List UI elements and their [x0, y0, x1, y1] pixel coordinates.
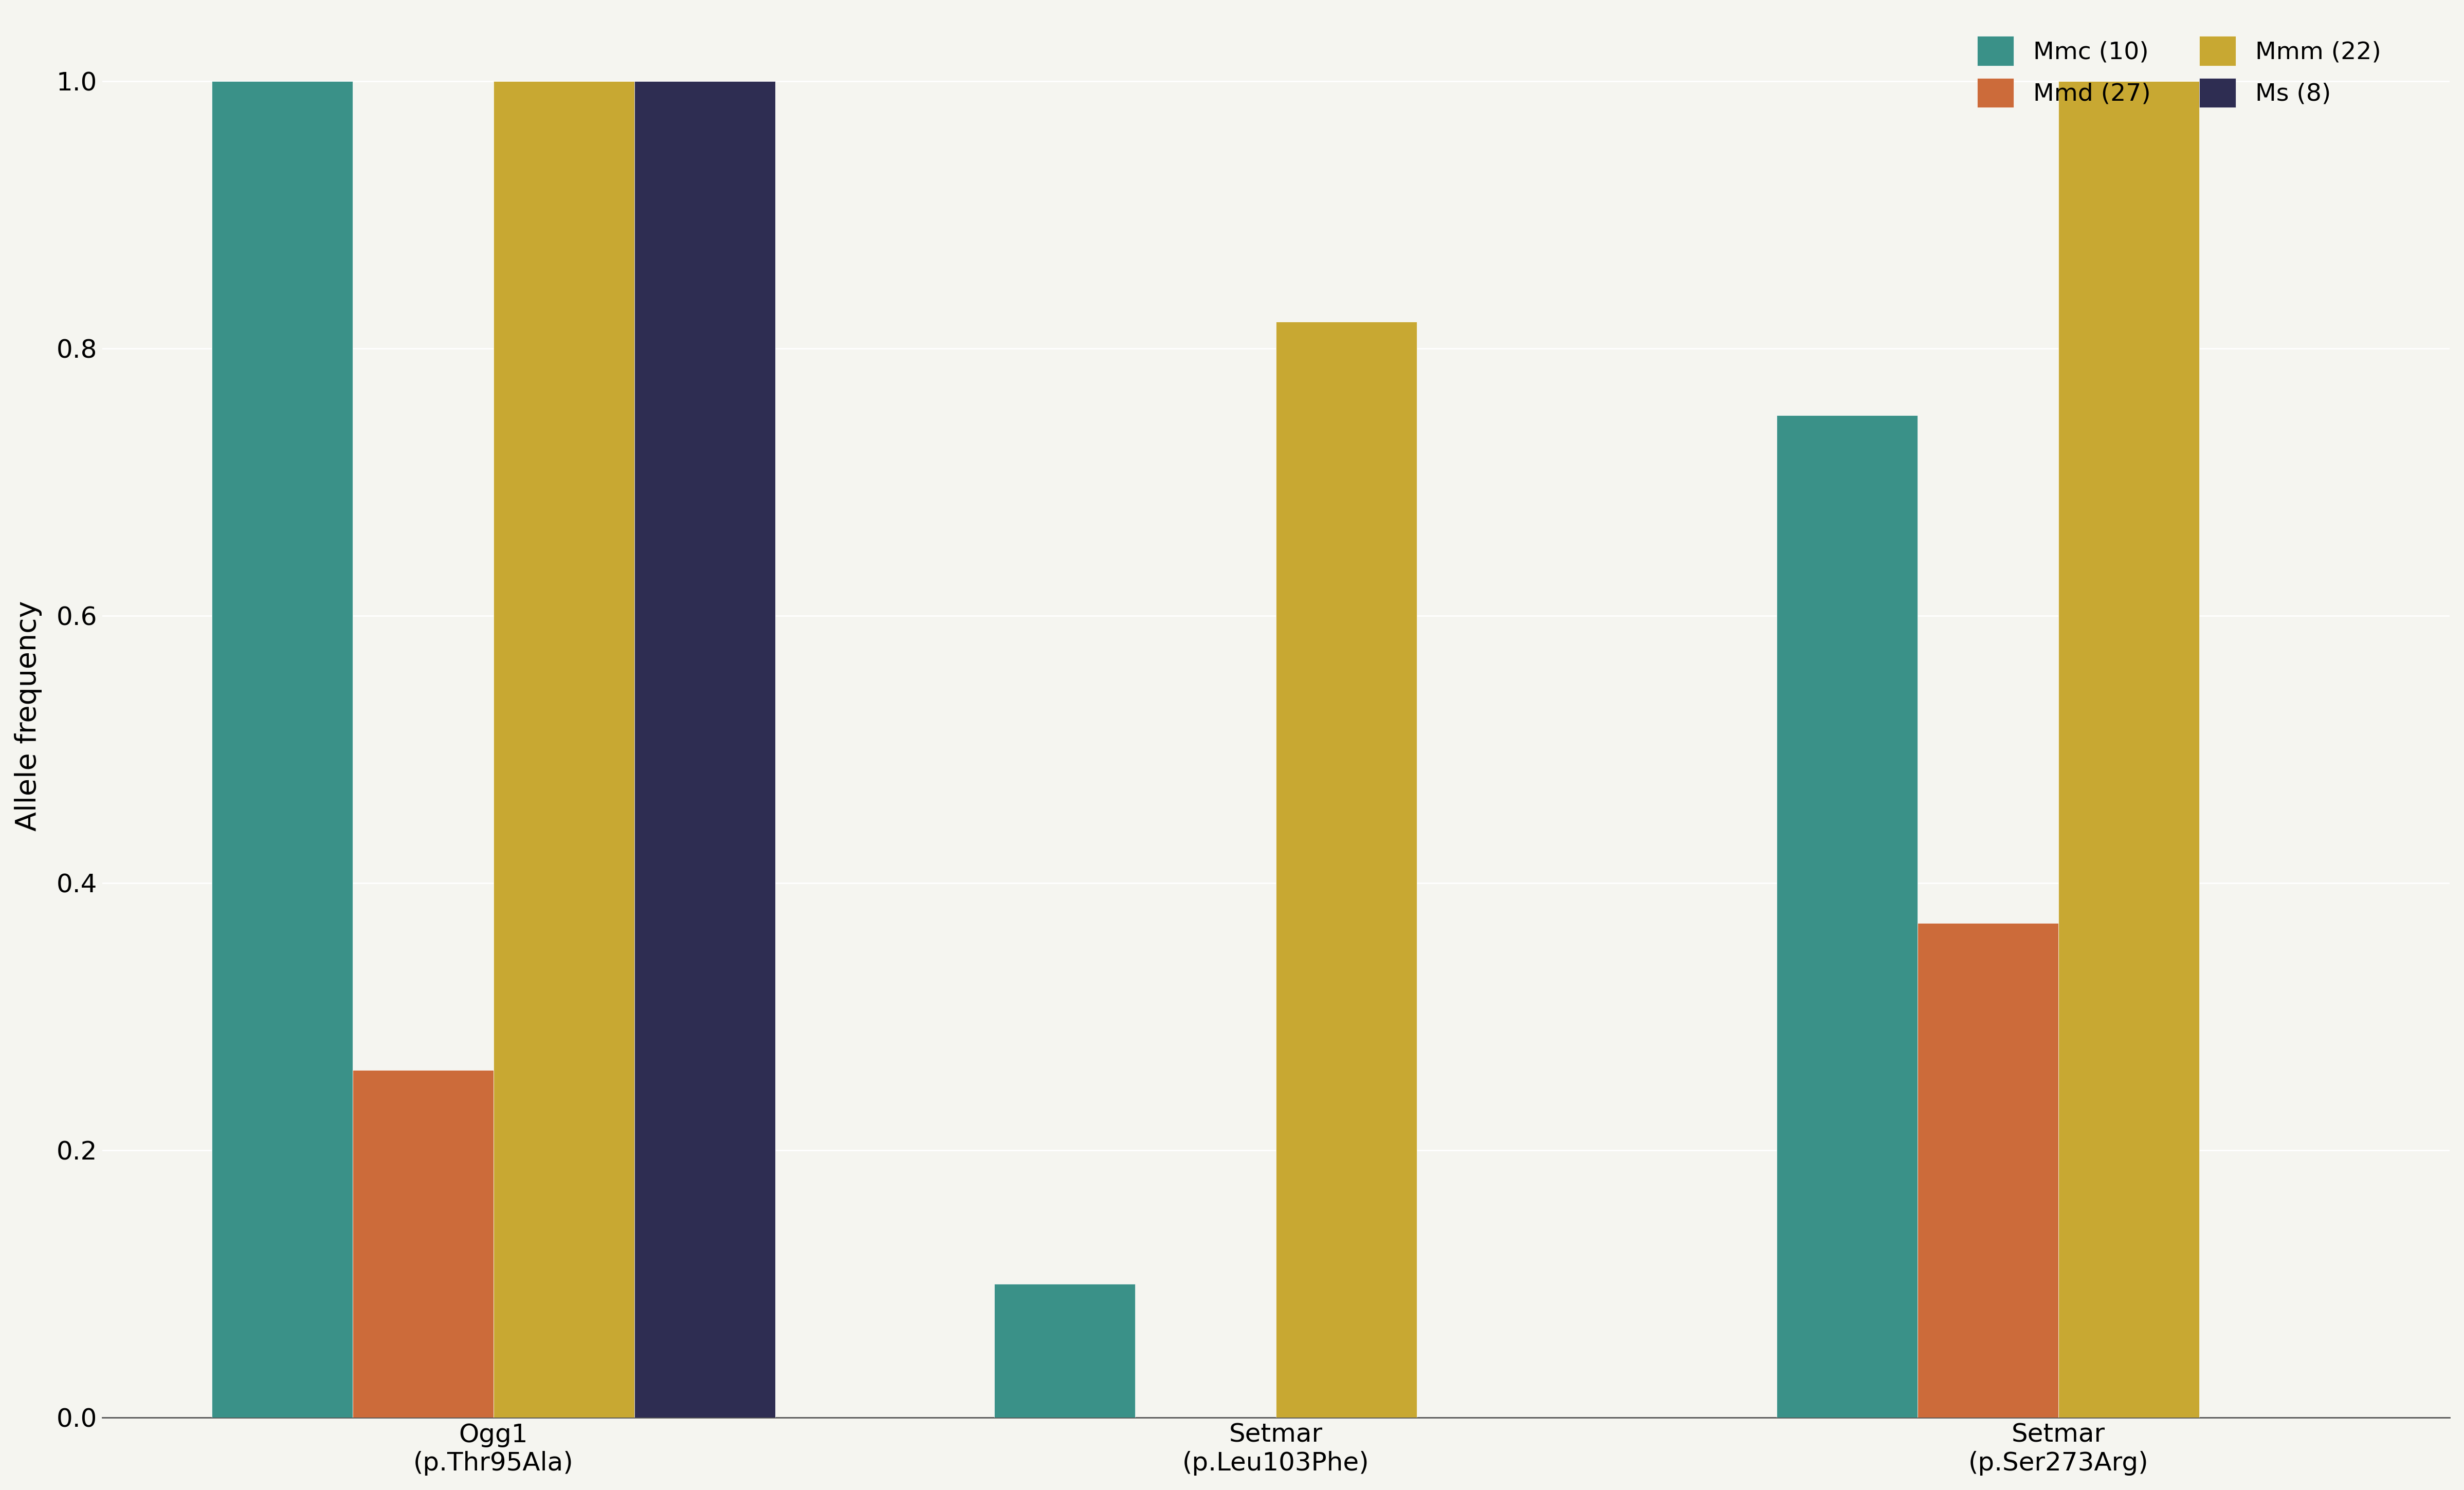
- Bar: [352, 1070, 493, 1417]
- Bar: [212, 80, 352, 1417]
- Bar: [1777, 416, 1917, 1417]
- Y-axis label: Allele frequency: Allele frequency: [15, 600, 42, 831]
- Bar: [633, 80, 776, 1417]
- Bar: [2057, 80, 2200, 1417]
- Bar: [1276, 322, 1417, 1417]
- Bar: [995, 1284, 1136, 1417]
- Legend: Mmc (10), Mmd (27), Mmm (22), Ms (8): Mmc (10), Mmd (27), Mmm (22), Ms (8): [1969, 27, 2390, 118]
- Bar: [493, 80, 633, 1417]
- Bar: [1917, 922, 2057, 1417]
